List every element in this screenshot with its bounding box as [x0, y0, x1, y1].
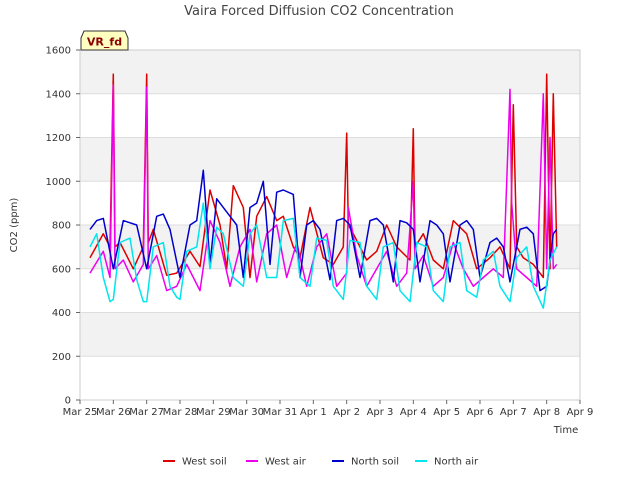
y-tick-label: 1000 [46, 177, 71, 188]
y-tick-label: 400 [52, 308, 71, 319]
y-tick-label: 600 [52, 264, 71, 275]
series-line-0 [89, 73, 558, 279]
y-axis-label: CO2 (ppm) [9, 198, 20, 253]
x-tick-label: Mar 29 [196, 407, 231, 418]
series-line-1 [89, 84, 558, 292]
plot-band [80, 312, 580, 357]
station-tag-label: VR_fd [87, 36, 122, 49]
legend: West soil West air North soil North air [163, 457, 479, 468]
x-tick-label: Apr 1 [300, 407, 327, 418]
series-line-3 [89, 202, 558, 309]
x-tick-label: Mar 30 [229, 407, 264, 418]
x-tick-label: Mar 27 [129, 407, 164, 418]
x-tick-label: Apr 4 [400, 407, 427, 418]
x-tick-label: Apr 7 [500, 407, 527, 418]
station-tag: VR_fd [80, 30, 129, 51]
y-tick-label: 0 [65, 396, 71, 407]
x-axis-label: Time [553, 425, 578, 436]
legend-label-2: North soil [351, 457, 399, 468]
y-tick-label: 1600 [46, 46, 71, 57]
plot-band [80, 137, 580, 182]
x-tick-label: Apr 5 [433, 407, 460, 418]
plot-band [80, 50, 580, 94]
x-tick-label: Apr 9 [567, 407, 594, 418]
series-line-2 [89, 169, 558, 292]
x-tick-label: Mar 26 [96, 407, 131, 418]
y-tick-label: 1200 [46, 133, 71, 144]
y-tick-label: 200 [52, 352, 71, 363]
x-tick-label: Mar 28 [163, 407, 198, 418]
legend-label-3: North air [434, 457, 479, 468]
x-tick-label: Apr 3 [367, 407, 394, 418]
chart-title: Vaira Forced Diffusion CO2 Concentration [184, 4, 454, 19]
data-series [89, 73, 558, 309]
x-tick-label: Mar 31 [263, 407, 298, 418]
x-tick-label: Mar 25 [63, 407, 98, 418]
legend-label-0: West soil [182, 457, 227, 468]
x-tick-label: Apr 8 [533, 407, 560, 418]
x-tick-label: Apr 2 [333, 407, 360, 418]
y-tick-label: 800 [52, 221, 71, 232]
x-tick-label: Apr 6 [467, 407, 494, 418]
y-tick-label: 1400 [46, 89, 71, 100]
legend-label-1: West air [265, 457, 307, 468]
